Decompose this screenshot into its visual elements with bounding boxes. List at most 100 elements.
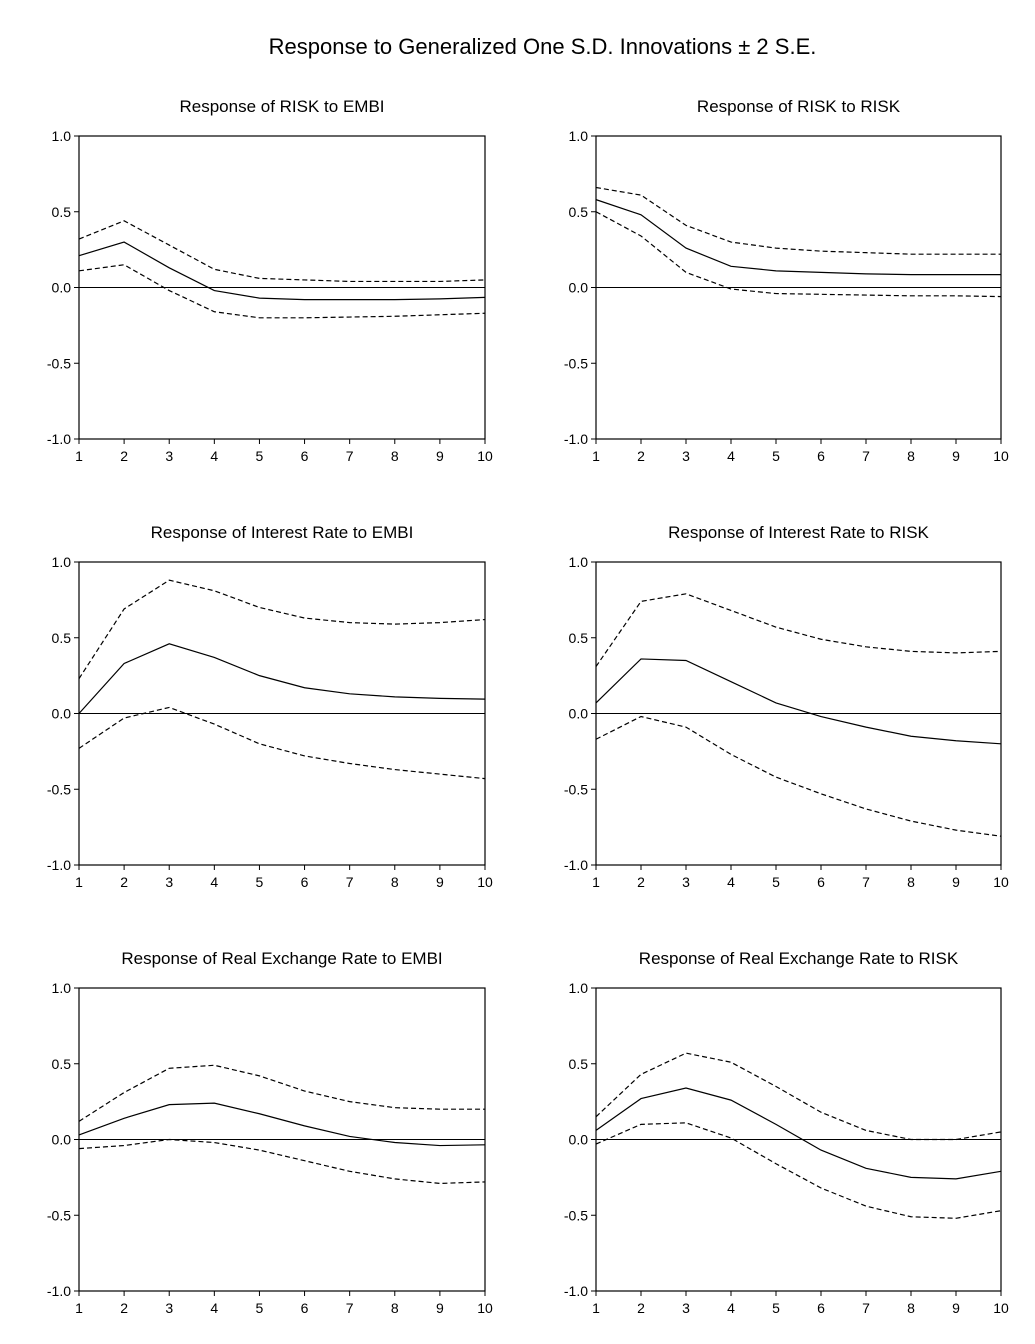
x-tick-label: 6 <box>817 874 825 890</box>
y-tick-label: 1.0 <box>52 980 72 996</box>
x-tick-label: 9 <box>952 1300 960 1316</box>
x-tick-label: 8 <box>391 874 399 890</box>
series-response <box>595 658 1002 745</box>
panel-3: Response of Interest Rate to EMBI 1.0 0.5 0… <box>47 523 493 890</box>
y-tick-label: 0.5 <box>569 204 589 220</box>
y-tick-label: -0.5 <box>47 781 71 797</box>
x-tick-label: 4 <box>210 1300 218 1316</box>
series-lower <box>78 706 486 780</box>
x-tick-label: 8 <box>391 448 399 464</box>
x-tick-label: 4 <box>727 448 735 464</box>
x-tick-label: 5 <box>772 1300 780 1316</box>
y-tick-label: 1.0 <box>52 128 72 144</box>
y-tick-label: 0.5 <box>52 204 72 220</box>
series-lower <box>595 715 1002 837</box>
x-tick-label: 9 <box>436 448 444 464</box>
x-tick-label: 3 <box>165 1300 173 1316</box>
x-tick-label: 4 <box>727 874 735 890</box>
x-tick-label: 3 <box>682 448 690 464</box>
y-tick-label: 0.0 <box>569 280 589 296</box>
y-tick-label: 0.5 <box>569 630 589 646</box>
x-tick-label: 2 <box>637 874 645 890</box>
y-tick-label: 1.0 <box>52 554 72 570</box>
y-tick-label: 1.0 <box>569 980 589 996</box>
panel-4: Response of Interest Rate to RISK 1.0 0.5 0… <box>564 523 1009 890</box>
y-tick-label: 0.0 <box>569 706 589 722</box>
x-tick-label: 1 <box>75 1300 83 1316</box>
panel-6: Response of Real Exchange Rate to RISK 1.… <box>564 949 1009 1316</box>
x-tick-label: 1 <box>592 1300 600 1316</box>
x-tick-label: 6 <box>301 874 309 890</box>
x-tick-label: 2 <box>120 1300 128 1316</box>
x-tick-label: 2 <box>120 874 128 890</box>
y-tick-label: -1.0 <box>564 1283 588 1299</box>
series-lower <box>78 1138 486 1185</box>
series-upper <box>78 220 486 283</box>
series-response <box>595 199 1001 276</box>
x-tick-label: 10 <box>993 448 1009 464</box>
panel-1: Response of RISK to EMBI 1.0 0.5 0.0 -0.5 -1.… <box>47 97 493 464</box>
y-tick-label: -0.5 <box>564 781 588 797</box>
x-tick-label: 9 <box>952 448 960 464</box>
y-tick-label: 1.0 <box>569 128 589 144</box>
x-tick-label: 2 <box>637 448 645 464</box>
x-tick-label: 1 <box>592 448 600 464</box>
y-tick-label: -1.0 <box>47 857 71 873</box>
y-tick-label: -1.0 <box>564 857 588 873</box>
y-tick-label: -0.5 <box>47 355 71 371</box>
y-tick-label: -1.0 <box>564 431 588 447</box>
x-tick-label: 3 <box>682 874 690 890</box>
x-tick-label: 8 <box>907 448 915 464</box>
panel-2: Response of RISK to RISK 1.0 0.5 0.0 -0.5 -1.… <box>564 97 1009 464</box>
x-tick-label: 5 <box>772 448 780 464</box>
x-tick-label: 9 <box>952 874 960 890</box>
y-tick-label: -0.5 <box>47 1207 71 1223</box>
x-tick-label: 7 <box>346 448 354 464</box>
y-tick-label: -1.0 <box>47 431 71 447</box>
panel-title: Response of Real Exchange Rate to RISK <box>639 949 959 968</box>
x-tick-label: 4 <box>210 874 218 890</box>
panel-5: Response of Real Exchange Rate to EMBI 1.… <box>47 949 493 1316</box>
panel-title: Response of Real Exchange Rate to EMBI <box>121 949 442 968</box>
y-tick-label: -1.0 <box>47 1283 71 1299</box>
x-tick-label: 3 <box>682 1300 690 1316</box>
x-tick-label: 3 <box>165 448 173 464</box>
x-tick-label: 10 <box>993 1300 1009 1316</box>
x-tick-label: 5 <box>256 448 264 464</box>
x-tick-label: 7 <box>862 448 870 464</box>
panel-title: Response of RISK to RISK <box>697 97 901 116</box>
x-tick-label: 7 <box>862 874 870 890</box>
y-tick-label: 0.5 <box>52 1056 72 1072</box>
x-tick-label: 8 <box>907 874 915 890</box>
x-tick-label: 1 <box>592 874 600 890</box>
series-lower <box>595 211 1002 298</box>
x-tick-label: 6 <box>301 448 309 464</box>
series-upper <box>595 593 1002 667</box>
y-tick-label: 0.5 <box>569 1056 589 1072</box>
x-tick-label: 4 <box>727 1300 735 1316</box>
x-tick-label: 1 <box>75 874 83 890</box>
x-tick-label: 10 <box>993 874 1009 890</box>
x-tick-label: 8 <box>907 1300 915 1316</box>
series-upper <box>595 186 1001 255</box>
series-lower <box>78 264 486 319</box>
x-tick-label: 5 <box>256 874 264 890</box>
panel-title: Response of Interest Rate to RISK <box>668 523 929 542</box>
x-tick-label: 6 <box>817 448 825 464</box>
x-tick-label: 6 <box>301 1300 309 1316</box>
y-tick-label: 0.0 <box>52 1132 72 1148</box>
y-tick-label: 1.0 <box>569 554 589 570</box>
series-upper <box>78 1064 485 1122</box>
series-response <box>78 1102 486 1147</box>
x-tick-label: 9 <box>436 874 444 890</box>
y-tick-label: 0.5 <box>52 630 72 646</box>
series-upper <box>595 1052 1002 1141</box>
x-tick-label: 10 <box>477 1300 493 1316</box>
x-tick-label: 5 <box>772 874 780 890</box>
y-tick-label: -0.5 <box>564 1207 588 1223</box>
y-tick-label: 0.0 <box>52 706 72 722</box>
panel-title: Response of Interest Rate to EMBI <box>151 523 414 542</box>
x-tick-label: 7 <box>346 874 354 890</box>
x-tick-label: 9 <box>436 1300 444 1316</box>
